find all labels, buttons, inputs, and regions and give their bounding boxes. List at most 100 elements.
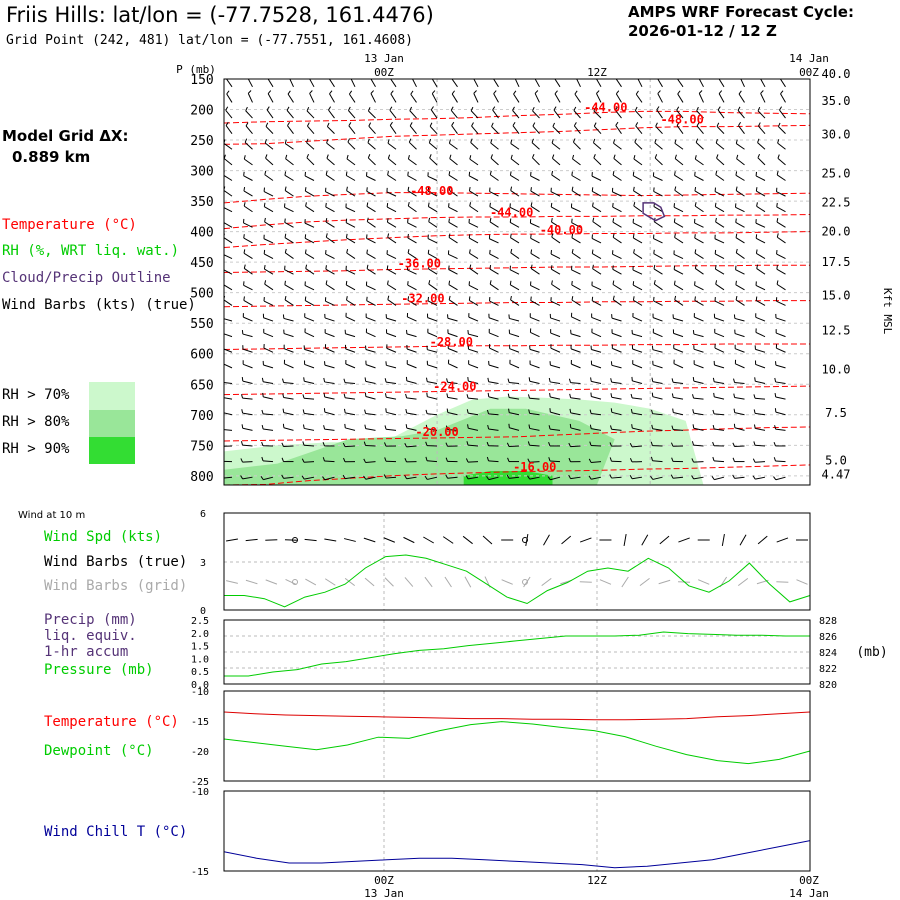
wind-barb — [692, 424, 704, 431]
pressure-right-tick-label: 828 — [819, 616, 837, 627]
wind-speed-line — [224, 554, 811, 608]
wind-barb — [386, 265, 397, 275]
wind-barb — [344, 329, 356, 338]
precip-tick-label: 0.5 — [191, 667, 209, 678]
wind-barb — [527, 475, 540, 480]
wind-barb — [571, 218, 581, 228]
wind-barb — [465, 458, 479, 463]
wind-barb — [425, 424, 438, 431]
wind-barb — [692, 409, 704, 416]
model-grid-value: 0.889 km — [12, 148, 91, 166]
wind-barb — [404, 443, 417, 448]
calm-wind-circle — [522, 537, 528, 543]
wind-barb — [324, 361, 335, 369]
wind-barb — [493, 90, 499, 103]
wind-barb — [363, 458, 376, 463]
wind-barb — [611, 344, 622, 353]
wind-barb — [673, 250, 684, 260]
temperature-contour-label: -36.00 — [398, 257, 441, 271]
wind-barb — [389, 106, 397, 119]
wind-barb — [488, 328, 499, 338]
wind-barb — [693, 313, 704, 322]
temperature-contour — [224, 214, 810, 230]
wind-barb — [510, 295, 520, 306]
wind-barb — [284, 295, 294, 306]
temperature-contour — [224, 343, 810, 350]
wind-barb — [733, 423, 745, 431]
wind-barb — [284, 203, 294, 213]
wind-barb — [487, 377, 499, 384]
wind-barb — [345, 171, 356, 181]
wind-barb — [324, 329, 335, 338]
wind-barb — [348, 122, 356, 134]
temperature-contour — [224, 300, 810, 308]
wind-barb — [550, 329, 561, 338]
wind-barb — [573, 122, 581, 134]
wind-barb — [570, 359, 581, 369]
wind-barb — [775, 297, 786, 306]
wind-barb — [530, 171, 540, 181]
precip-tick-label: 2.5 — [191, 616, 209, 627]
wind-barb — [261, 377, 274, 384]
wind-barb — [514, 79, 520, 88]
wind-barb — [752, 475, 766, 480]
wind-barb — [489, 170, 499, 181]
wind-barb — [694, 249, 704, 260]
wind-barb — [615, 90, 622, 103]
temperature-contour-label: -28.00 — [430, 335, 473, 349]
surface-wind-barb-true — [383, 537, 395, 543]
wind-barb — [387, 171, 397, 181]
wind-barb — [548, 377, 561, 384]
wind-barb — [633, 186, 643, 197]
wind-barb — [265, 154, 274, 166]
wind-barb — [405, 376, 417, 384]
surface-wind-barb-true — [757, 535, 768, 545]
wind-barb — [407, 249, 417, 259]
wind-barb — [776, 250, 786, 260]
wind-barb — [674, 154, 684, 166]
main-panel-frame — [223, 78, 811, 486]
wind-barb — [427, 296, 438, 306]
wind-barb — [407, 296, 417, 306]
wind-barb — [406, 312, 417, 322]
temperature-contour-label: -16.00 — [513, 460, 556, 474]
wind-barb — [245, 106, 253, 119]
wind-barb — [345, 344, 356, 353]
wind-barb — [529, 360, 540, 369]
wind-barb — [534, 79, 540, 88]
wind-barb — [612, 265, 622, 275]
label-liq-equiv: liq. equiv. — [44, 628, 137, 644]
wind-barb — [513, 90, 520, 103]
wind-barb — [530, 187, 540, 197]
wind-barb — [284, 248, 294, 259]
surface-wind-barb-grid — [424, 576, 433, 588]
wind-barb — [303, 345, 315, 353]
wind-barb — [448, 295, 458, 306]
label-precip: Precip (mm) — [44, 612, 137, 628]
wind-barb — [489, 249, 499, 260]
height-tick-label: 15.0 — [822, 289, 851, 303]
height-tick-label: 25.0 — [822, 167, 851, 181]
wind-barb — [589, 441, 602, 447]
pressure-unit: (mb) — [856, 645, 887, 660]
temp-y-tick-0: -10 — [191, 687, 209, 698]
wind-barb — [735, 203, 745, 213]
bottom-day-label-2: 14 Jan — [789, 887, 829, 900]
wind-barb — [551, 139, 561, 150]
wind-barb — [568, 442, 581, 448]
wind-barb — [470, 106, 479, 119]
surface-wind-barb-grid — [364, 577, 375, 587]
precip-tick-label: 1.5 — [191, 642, 209, 653]
wind-barb — [284, 280, 294, 291]
wind-barb — [224, 265, 233, 275]
wind-barb — [735, 280, 745, 291]
wind-barb — [492, 106, 499, 119]
wind-barb — [342, 474, 356, 480]
wind-barb — [448, 171, 458, 181]
wind-barb — [263, 187, 274, 197]
wind-barb — [283, 359, 294, 369]
wind-barb — [346, 186, 356, 197]
wind-barb — [366, 249, 376, 260]
wind-barb — [653, 264, 663, 275]
wind-barb — [635, 122, 643, 134]
